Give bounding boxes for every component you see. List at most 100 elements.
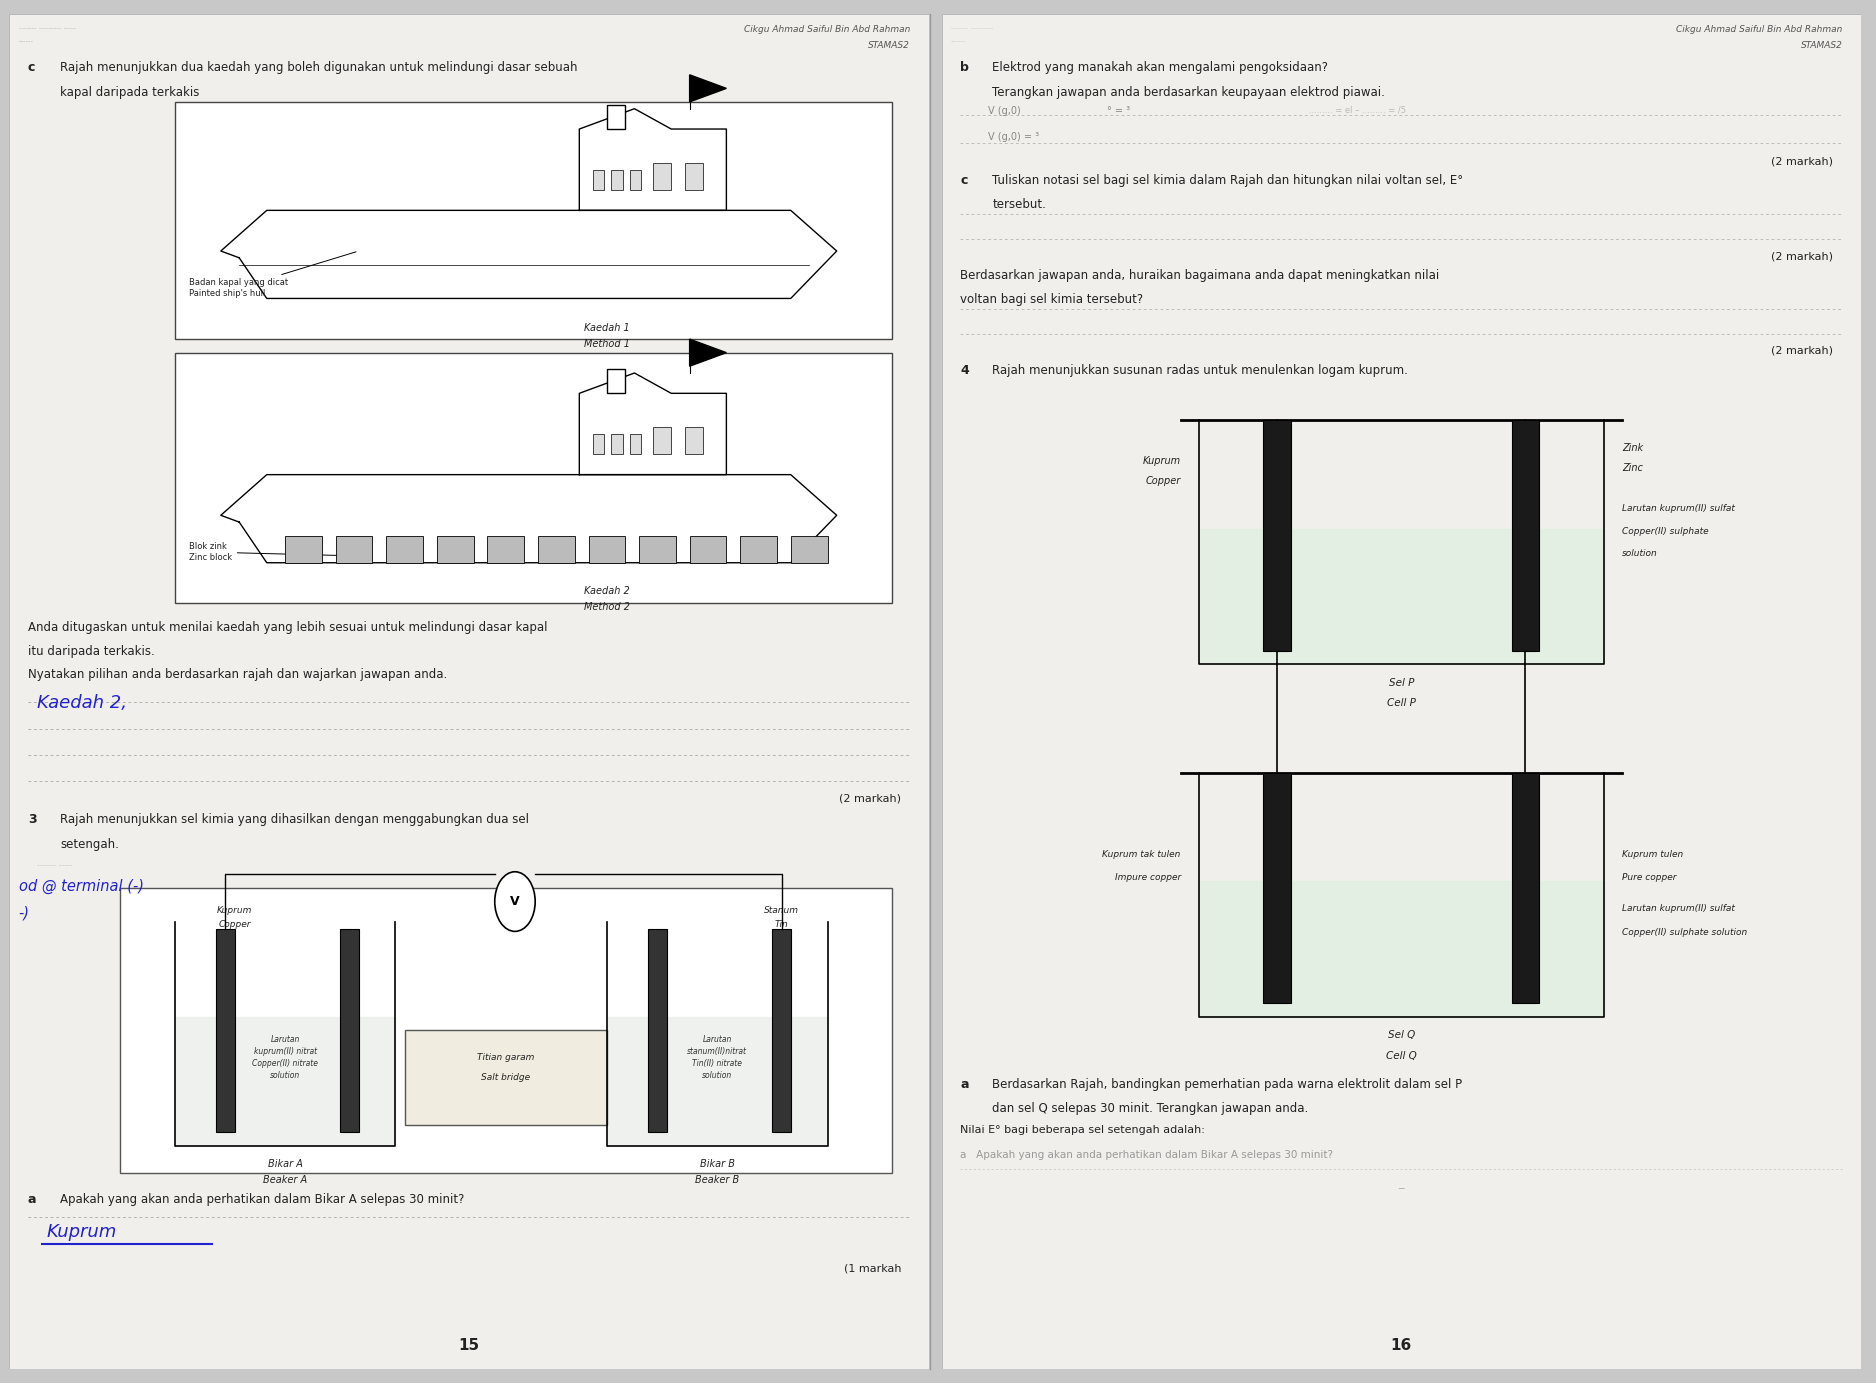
Bar xyxy=(690,535,726,563)
Text: Sel P: Sel P xyxy=(1388,678,1415,687)
Text: a   Apakah yang akan anda perhatikan dalam Bikar A selepas 30 minit?: a Apakah yang akan anda perhatikan dalam… xyxy=(961,1149,1334,1159)
Text: c: c xyxy=(961,174,968,187)
Text: (2 markah): (2 markah) xyxy=(1771,346,1833,355)
Bar xyxy=(589,535,625,563)
Bar xyxy=(653,163,672,189)
Text: Tuliskan notasi sel bagi sel kimia dalam Rajah dan hitungkan nilai voltan sel, E: Tuliskan notasi sel bagi sel kimia dalam… xyxy=(992,174,1463,187)
Text: Larutan kuprum(II) sulfat: Larutan kuprum(II) sulfat xyxy=(1623,904,1735,913)
Text: Kuprum tak tulen: Kuprum tak tulen xyxy=(1103,849,1180,859)
Polygon shape xyxy=(690,75,726,102)
Text: Kuprum: Kuprum xyxy=(47,1223,116,1241)
Text: ------: ------ xyxy=(19,39,34,44)
Bar xyxy=(630,170,642,189)
Text: ------: ------ xyxy=(951,39,966,44)
Text: Titian garam: Titian garam xyxy=(477,1052,535,1062)
Text: 4: 4 xyxy=(961,364,968,376)
Text: a: a xyxy=(961,1077,968,1091)
Text: STAMAS2: STAMAS2 xyxy=(869,41,910,50)
Text: Stanum: Stanum xyxy=(764,906,799,916)
Text: ------- -----: ------- ----- xyxy=(38,860,73,870)
Text: Copper(II) sulphate: Copper(II) sulphate xyxy=(1623,527,1709,537)
Text: -): -) xyxy=(19,906,30,921)
Text: Kaedah 1: Kaedah 1 xyxy=(583,322,630,333)
Bar xyxy=(612,434,623,454)
Text: Cikgu Ahmad Saiful Bin Abd Rahman: Cikgu Ahmad Saiful Bin Abd Rahman xyxy=(745,25,910,33)
Polygon shape xyxy=(690,339,726,366)
Text: Rajah menunjukkan sel kimia yang dihasilkan dengan menggabungkan dua sel: Rajah menunjukkan sel kimia yang dihasil… xyxy=(60,813,529,827)
Bar xyxy=(1263,420,1291,651)
Text: Beaker A: Beaker A xyxy=(263,1176,308,1185)
Text: Cikgu Ahmad Saiful Bin Abd Rahman: Cikgu Ahmad Saiful Bin Abd Rahman xyxy=(1677,25,1842,33)
Text: (1 markah: (1 markah xyxy=(844,1264,900,1274)
Bar xyxy=(773,929,792,1131)
Text: ......... = el – ......... = /5: ......... = el – ......... = /5 xyxy=(1309,106,1407,115)
Text: a: a xyxy=(28,1194,36,1206)
Bar xyxy=(336,535,373,563)
Bar xyxy=(285,535,323,563)
Text: Nyatakan pilihan anda berdasarkan rajah dan wajarkan jawapan anda.: Nyatakan pilihan anda berdasarkan rajah … xyxy=(28,668,446,682)
Text: (2 markah): (2 markah) xyxy=(839,792,900,804)
Text: Kaedah 2,: Kaedah 2, xyxy=(38,694,128,712)
Text: voltan bagi sel kimia tersebut?: voltan bagi sel kimia tersebut? xyxy=(961,293,1142,306)
Text: Method 1: Method 1 xyxy=(583,339,630,349)
Text: setengah.: setengah. xyxy=(60,838,118,851)
Polygon shape xyxy=(580,373,726,474)
Bar xyxy=(593,434,604,454)
Bar xyxy=(340,929,358,1131)
Text: Kuprum tulen: Kuprum tulen xyxy=(1623,849,1683,859)
Text: STAMAS2: STAMAS2 xyxy=(1801,41,1842,50)
Text: 15: 15 xyxy=(458,1337,480,1353)
Text: 16: 16 xyxy=(1390,1337,1413,1353)
Circle shape xyxy=(495,871,535,931)
Text: Rajah menunjukkan dua kaedah yang boleh digunakan untuk melindungi dasar sebuah: Rajah menunjukkan dua kaedah yang boleh … xyxy=(60,61,578,75)
Bar xyxy=(1512,773,1538,1003)
Text: Rajah menunjukkan susunan radas untuk menulenkan logam kuprum.: Rajah menunjukkan susunan radas untuk me… xyxy=(992,364,1409,376)
Bar xyxy=(174,353,891,603)
Text: _: _ xyxy=(1399,1180,1403,1189)
Text: Terangkan jawapan anda berdasarkan keupayaan elektrod piawai.: Terangkan jawapan anda berdasarkan keupa… xyxy=(992,86,1384,98)
Text: Sel Q: Sel Q xyxy=(1388,1030,1415,1040)
Bar xyxy=(741,535,777,563)
Text: tersebut.: tersebut. xyxy=(992,198,1047,212)
Text: Apakah yang akan anda perhatikan dalam Bikar A selepas 30 minit?: Apakah yang akan anda perhatikan dalam B… xyxy=(60,1194,465,1206)
Bar xyxy=(649,929,666,1131)
Text: (2 markah): (2 markah) xyxy=(1771,252,1833,261)
Text: (2 markah): (2 markah) xyxy=(1771,156,1833,166)
Bar xyxy=(653,427,672,454)
Bar xyxy=(386,535,422,563)
Text: ------- ---------: ------- --------- xyxy=(951,25,992,30)
Text: Kaedah 2: Kaedah 2 xyxy=(583,586,630,596)
Text: od @ terminal (-): od @ terminal (-) xyxy=(19,878,144,893)
Text: V (g,0) = ³: V (g,0) = ³ xyxy=(987,131,1039,141)
Polygon shape xyxy=(221,474,837,563)
Text: Badan kapal yang dicat
Painted ship's hull: Badan kapal yang dicat Painted ship's hu… xyxy=(189,252,356,297)
Text: itu daripada terkakis.: itu daripada terkakis. xyxy=(28,646,154,658)
Text: Blok zink
Zinc block: Blok zink Zinc block xyxy=(189,542,356,561)
Text: Nilai E° bagi beberapa sel setengah adalah:: Nilai E° bagi beberapa sel setengah adal… xyxy=(961,1126,1204,1135)
Text: Berdasarkan jawapan anda, huraikan bagaimana anda dapat meningkatkan nilai: Berdasarkan jawapan anda, huraikan bagai… xyxy=(961,268,1439,282)
Polygon shape xyxy=(606,1017,827,1145)
Text: ° = ³: ° = ³ xyxy=(1107,106,1131,116)
Text: b: b xyxy=(961,61,970,75)
Bar xyxy=(1512,420,1538,651)
Text: V (g,0): V (g,0) xyxy=(987,106,1021,116)
Text: Cell Q: Cell Q xyxy=(1386,1051,1416,1061)
Text: Copper: Copper xyxy=(218,920,251,929)
Text: Impure copper: Impure copper xyxy=(1114,873,1180,882)
Text: dan sel Q selepas 30 minit. Terangkan jawapan anda.: dan sel Q selepas 30 minit. Terangkan ja… xyxy=(992,1102,1309,1115)
Bar xyxy=(790,535,827,563)
Text: Zinc: Zinc xyxy=(1623,463,1643,473)
Bar xyxy=(538,535,574,563)
Text: Salt bridge: Salt bridge xyxy=(482,1073,531,1083)
Bar xyxy=(437,535,473,563)
Text: Larutan
kuprum(II) nitrat
Copper(II) nitrate
solution: Larutan kuprum(II) nitrat Copper(II) nit… xyxy=(251,1036,319,1080)
Text: Larutan kuprum(II) sulfat: Larutan kuprum(II) sulfat xyxy=(1623,503,1735,513)
Text: solution: solution xyxy=(1623,549,1658,557)
Text: Pure copper: Pure copper xyxy=(1623,873,1677,882)
Text: Larutan
stanum(II)nitrat
Tin(II) nitrate
solution: Larutan stanum(II)nitrat Tin(II) nitrate… xyxy=(687,1036,747,1080)
Polygon shape xyxy=(1199,528,1604,664)
Bar xyxy=(606,369,625,393)
Polygon shape xyxy=(580,109,726,210)
Text: c: c xyxy=(28,61,36,75)
Bar xyxy=(488,535,523,563)
